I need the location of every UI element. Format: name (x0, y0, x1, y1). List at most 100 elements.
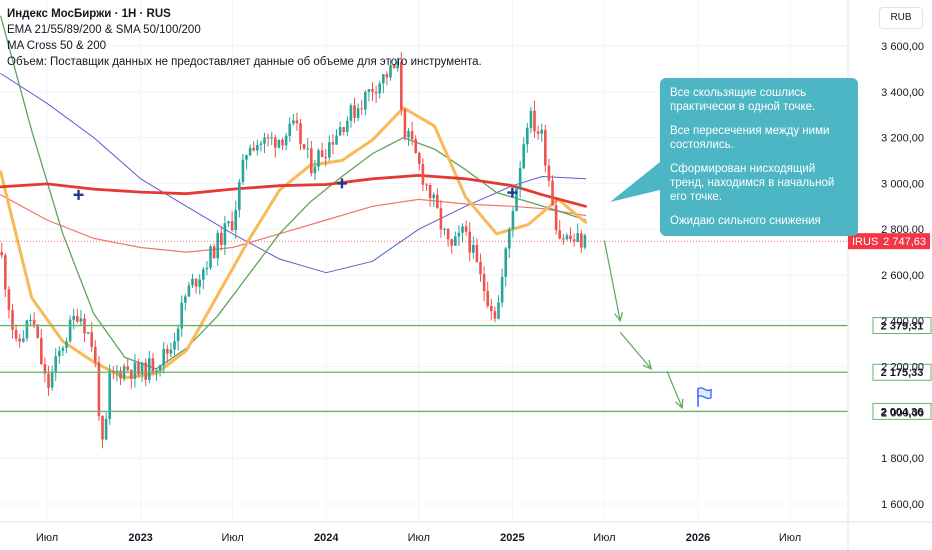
candle-body (518, 168, 522, 188)
candle (137, 358, 140, 378)
y-tick-label: 2 600,00 (881, 270, 924, 282)
candle (382, 74, 385, 94)
candle-body (256, 144, 259, 151)
candle-body (212, 246, 216, 259)
x-tick-label: Июл (221, 532, 243, 544)
candle-body (295, 120, 299, 124)
candle (389, 59, 392, 81)
candle-body (234, 210, 238, 231)
candle-body (400, 61, 403, 110)
candle-body (490, 305, 493, 312)
candle-body (338, 127, 342, 136)
candle (72, 308, 76, 330)
candle-body (317, 150, 320, 167)
candle (468, 222, 472, 262)
candle (288, 117, 292, 143)
support-level-tag[interactable] (872, 363, 932, 381)
candle (439, 200, 443, 238)
candle (310, 140, 313, 177)
time-axis[interactable]: Июл 2023 Июл 2024 Июл 2025 Июл 2026 Июл (0, 521, 932, 544)
current-price-tag[interactable] (848, 233, 930, 250)
y-tick-label: 2 200,00 (881, 362, 924, 374)
candle (277, 139, 281, 149)
candle-body (155, 370, 158, 372)
candle (151, 353, 155, 375)
candle-body (450, 239, 454, 246)
candle-body (22, 338, 25, 342)
candle-body (349, 105, 353, 121)
flag-cloth (697, 387, 712, 400)
currency-button[interactable]: RUB (879, 7, 923, 29)
candle-body (274, 137, 277, 148)
candle-body (580, 233, 583, 248)
candle (54, 348, 58, 381)
legend-title[interactable]: Индекс МосБиржи · 1H · RUS (7, 8, 171, 20)
price-axis[interactable]: 3 600,003 400,003 200,003 000,002 800,00… (847, 0, 930, 550)
candle-body (11, 310, 14, 330)
candle (356, 103, 360, 121)
candle-body (130, 370, 133, 379)
chart-legend: Индекс МосБиржи · 1H · RUS EMA 21/55/89/… (7, 6, 482, 70)
candle-body (162, 348, 166, 366)
candle (119, 366, 122, 386)
candle (518, 161, 522, 198)
support-level-tag[interactable] (872, 402, 932, 420)
candle-body (533, 110, 536, 132)
candle (11, 303, 14, 339)
legend-indicator-ma-cross[interactable]: MA Cross 50 & 200 (7, 40, 107, 52)
annotation-callout[interactable]: Все скользящие сошлись практически в одн… (660, 78, 858, 236)
candle-body (569, 235, 572, 240)
candle-body (500, 276, 504, 303)
ma-cross-marker (336, 178, 347, 189)
candle-body (472, 244, 475, 253)
candle (392, 64, 396, 69)
ema-orange-line (0, 106, 588, 380)
candle-body (187, 285, 191, 297)
candle (432, 192, 436, 208)
candle-body (302, 144, 306, 149)
candle-body (101, 416, 104, 440)
candle-body (299, 123, 302, 145)
support-level-tag[interactable] (872, 317, 932, 335)
candle-body (220, 232, 223, 245)
candle-body (421, 164, 425, 185)
candle-body (144, 362, 148, 380)
candle-body (90, 332, 94, 347)
candle-body (544, 129, 547, 166)
candle-body (0, 252, 4, 256)
candle-body (54, 356, 58, 373)
candle-body (47, 373, 50, 388)
candle (572, 233, 576, 247)
candle-body (227, 221, 230, 224)
forecast-arrow-shaft (666, 370, 683, 409)
horizontal-levels[interactable]: 2 379,31 2 175,33 2 004,36 (0, 317, 932, 420)
candle-body (97, 362, 101, 417)
candle (428, 182, 432, 207)
forecast-arrow-head (675, 398, 684, 410)
candle-body (158, 365, 162, 371)
callout-text-1: Все скользящие сошлись практически в одн… (670, 87, 816, 113)
candle (454, 231, 457, 246)
candle (540, 123, 544, 142)
legend-indicator-ema-sma[interactable]: EMA 21/55/89/200 & SMA 50/100/200 (7, 24, 201, 36)
candle-body (18, 338, 22, 342)
candle (104, 412, 108, 441)
candle-body (313, 166, 317, 174)
candle (65, 337, 68, 354)
candle (270, 132, 274, 146)
candle-body (486, 291, 490, 306)
candle-body (572, 239, 576, 242)
candle (562, 234, 565, 245)
candle-body (292, 120, 295, 124)
candle (335, 129, 338, 145)
candle-body (554, 205, 558, 231)
candle-body (115, 370, 119, 373)
candle (0, 242, 4, 259)
candle-body (7, 289, 11, 311)
candle (14, 324, 18, 342)
candle (40, 329, 43, 365)
candle-body (551, 180, 554, 206)
candle (7, 285, 11, 319)
candle (216, 230, 220, 266)
